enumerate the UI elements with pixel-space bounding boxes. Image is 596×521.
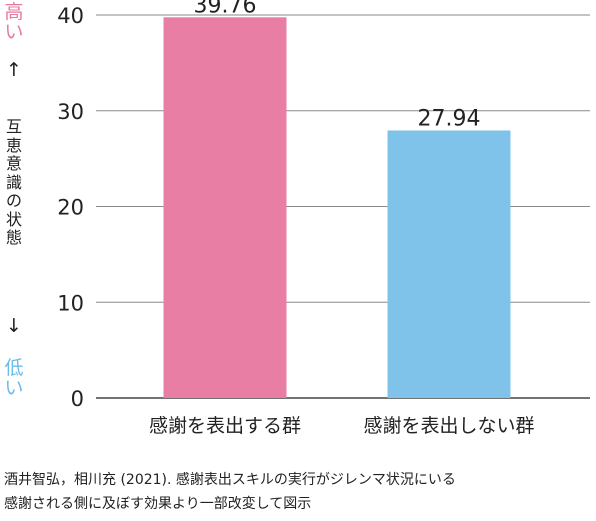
label-char: 高 [4,1,24,23]
label-char: 恵 [5,135,22,155]
y-tick-label: 0 [71,387,84,411]
y-low-label: 低い [2,358,26,398]
y-axis-label: 互恵意識の状態 [4,117,24,248]
arrow-down-icon: ↓ [6,315,22,337]
arrow-up-icon: ↑ [6,59,22,81]
bar [163,17,287,398]
bars [163,17,511,399]
y-tick-label: 40 [57,4,84,28]
label-char: 状 [5,209,22,229]
caption-line-1: 酒井智弘，相川充 (2021). 感謝表出スキルの実行がジレンマ状況にいる [4,472,456,488]
y-tick-label: 30 [57,100,84,124]
x-tick-label: 感謝を表出する群 [149,415,301,437]
caption-line-2: 感謝される側に及ぼす効果より一部改変して図示 [4,496,312,512]
label-char: 識 [5,172,22,192]
label-char: 互 [5,117,22,136]
label-char: い [4,377,24,399]
y-tick-label: 10 [57,291,84,315]
y-tick-labels: 0 10 20 30 40 [57,4,84,411]
label-char: 態 [5,228,22,247]
x-tick-label: 感謝を表出しない群 [363,415,534,437]
data-label: 27.94 [418,106,481,131]
label-char: い [4,21,24,43]
data-label: 39.76 [194,0,257,18]
bar-chart: 0 10 20 30 40 39.76 27.94 感謝を表出する群 感謝を表出しない群 [57,0,590,437]
bar [387,130,511,399]
label-char: の [5,191,22,210]
y-high-label: 高い [2,2,26,42]
label-char: 低 [4,357,24,379]
x-tick-labels: 感謝を表出する群 感謝を表出しない群 [149,415,535,437]
label-char: 意 [5,154,22,173]
y-tick-label: 20 [57,196,84,220]
source-caption: 酒井智弘，相川充 (2021). 感謝表出スキルの実行がジレンマ状況にいる 感謝… [4,468,594,516]
data-labels: 39.76 27.94 [194,0,481,131]
